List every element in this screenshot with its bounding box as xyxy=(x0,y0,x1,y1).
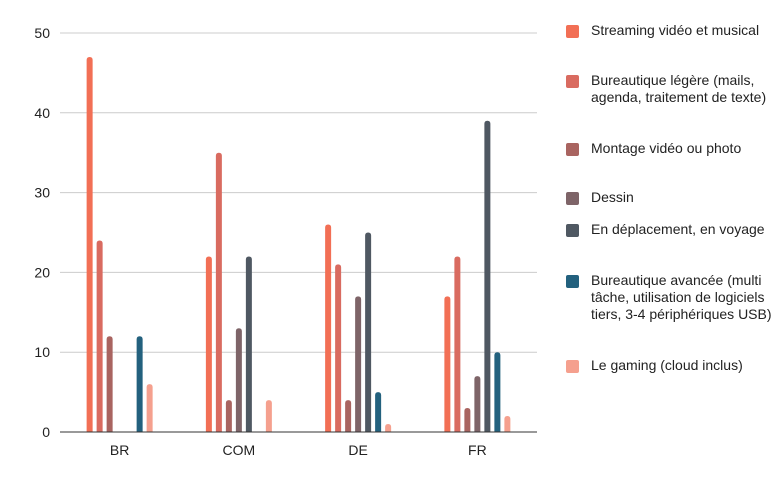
bar xyxy=(375,392,382,432)
legend-label: Bureautique légère (mails, agenda, trait… xyxy=(591,72,767,105)
bar xyxy=(86,56,93,432)
legend-label: En déplacement, en voyage xyxy=(591,221,765,237)
y-tick-label: 20 xyxy=(34,264,50,280)
y-tick-label: 40 xyxy=(34,105,50,121)
legend-swatch xyxy=(566,275,579,288)
y-axis-ticks: 0 10 20 30 40 50 xyxy=(34,25,50,440)
bar xyxy=(245,256,252,432)
y-tick-label: 30 xyxy=(34,185,50,201)
legend-swatch xyxy=(566,25,579,38)
bar xyxy=(484,120,491,432)
gridlines xyxy=(60,32,537,353)
x-tick-label: DE xyxy=(348,442,367,458)
legend-label: Streaming vidéo et musical xyxy=(591,22,760,38)
x-axis-ticks: BR COM DE FR xyxy=(110,442,487,458)
x-tick-label: COM xyxy=(223,442,256,458)
bar xyxy=(504,416,511,432)
legend-swatch xyxy=(566,143,579,156)
legend-swatch xyxy=(566,75,579,88)
bar xyxy=(106,336,113,432)
x-tick-label: BR xyxy=(110,442,129,458)
y-tick-label: 50 xyxy=(34,25,50,41)
bar-chart: 0 10 20 30 40 50 BR COM DE FR xyxy=(34,25,537,458)
legend-label: Montage vidéo ou photo xyxy=(591,140,742,156)
bar xyxy=(494,352,501,432)
legend-label: Dessin xyxy=(591,189,634,205)
bar xyxy=(454,256,461,432)
bar xyxy=(136,336,143,432)
bar xyxy=(96,240,103,432)
bar xyxy=(225,400,232,432)
y-tick-label: 0 xyxy=(42,424,50,440)
legend-label: Le gaming (cloud inclus) xyxy=(591,357,743,373)
bar xyxy=(385,424,392,432)
bar xyxy=(444,296,451,432)
bar xyxy=(215,152,222,432)
x-tick-label: FR xyxy=(468,442,487,458)
y-tick-label: 10 xyxy=(34,344,50,360)
bar xyxy=(205,256,212,432)
bar xyxy=(335,264,342,432)
bar xyxy=(464,408,471,432)
bars xyxy=(86,56,511,432)
bar xyxy=(146,384,153,432)
bar xyxy=(265,400,272,432)
bar xyxy=(355,296,362,432)
bar xyxy=(365,232,372,432)
legend-label: Bureautique avancée (multi tâche, utilis… xyxy=(591,272,772,322)
legend-swatch xyxy=(566,192,579,205)
legend-swatch xyxy=(566,224,579,237)
bar xyxy=(235,328,242,432)
bar xyxy=(345,400,352,432)
legend-swatch xyxy=(566,360,579,373)
bar xyxy=(325,224,332,432)
bar xyxy=(474,376,481,432)
